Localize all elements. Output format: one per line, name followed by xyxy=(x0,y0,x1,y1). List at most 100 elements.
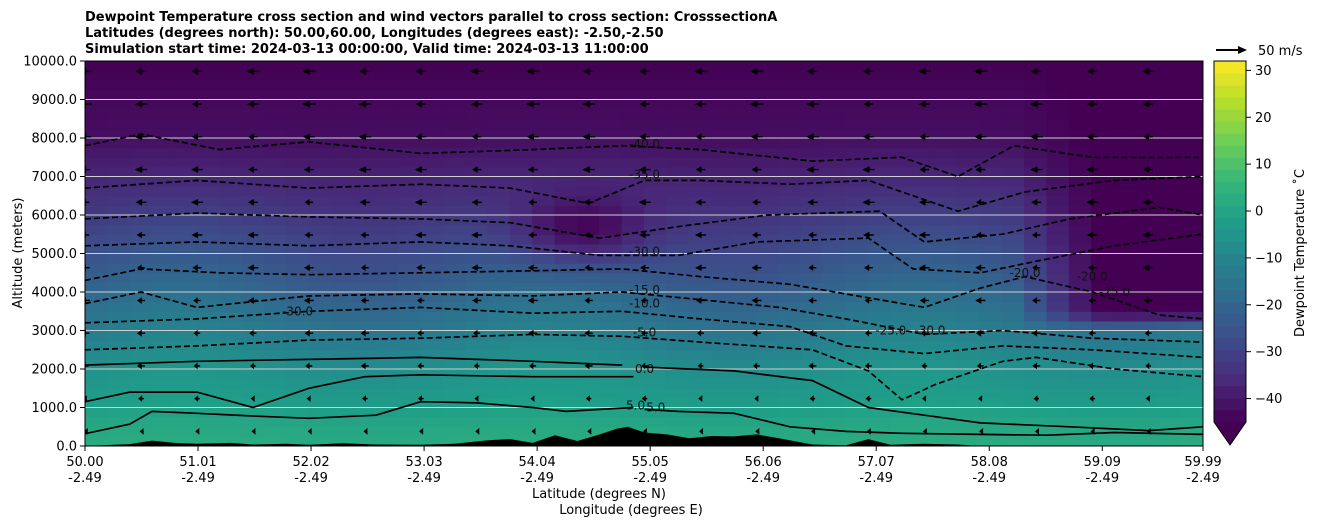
dewpoint-cell xyxy=(823,263,846,273)
dewpoint-cell xyxy=(935,128,958,138)
dewpoint-cell xyxy=(1091,254,1114,264)
dewpoint-cell xyxy=(331,234,354,244)
dewpoint-cell xyxy=(174,119,197,129)
dewpoint-cell xyxy=(219,321,242,331)
dewpoint-cell xyxy=(443,302,466,312)
dewpoint-cell xyxy=(465,80,488,90)
dewpoint-cell xyxy=(1002,331,1025,341)
dewpoint-cell xyxy=(599,273,622,283)
dewpoint-cell xyxy=(935,157,958,167)
dewpoint-cell xyxy=(1181,417,1204,427)
dewpoint-cell xyxy=(331,148,354,158)
dewpoint-cell xyxy=(1091,408,1114,418)
dewpoint-cell xyxy=(1158,408,1181,418)
contour-label: 5.0 xyxy=(646,401,665,415)
dewpoint-cell xyxy=(465,408,488,418)
dewpoint-cell xyxy=(1069,157,1092,167)
dewpoint-cell xyxy=(801,157,824,167)
dewpoint-cell xyxy=(219,254,242,264)
dewpoint-cell xyxy=(1024,109,1047,119)
colorbar-band xyxy=(1214,290,1246,303)
dewpoint-cell xyxy=(622,273,645,283)
dewpoint-cell xyxy=(465,148,488,158)
y-axis-label: Altitude (meters) xyxy=(11,198,26,309)
dewpoint-cell xyxy=(979,388,1002,398)
colorbar-band xyxy=(1214,97,1246,110)
dewpoint-cell xyxy=(666,398,689,408)
dewpoint-cell xyxy=(376,90,399,100)
colorbar-band xyxy=(1214,302,1246,315)
dewpoint-cell xyxy=(443,186,466,196)
dewpoint-cell xyxy=(957,321,980,331)
dewpoint-cell xyxy=(801,215,824,225)
dewpoint-cell xyxy=(1181,436,1204,446)
dewpoint-cell xyxy=(756,196,779,206)
dewpoint-cell xyxy=(264,282,287,292)
dewpoint-cell xyxy=(420,359,443,369)
dewpoint-cell xyxy=(912,244,935,254)
dewpoint-cell xyxy=(868,119,891,129)
dewpoint-cell xyxy=(353,205,376,215)
dewpoint-cell xyxy=(1136,138,1159,148)
dewpoint-cell xyxy=(1002,186,1025,196)
dewpoint-cell xyxy=(957,282,980,292)
dewpoint-cell xyxy=(1158,138,1181,148)
dewpoint-cell xyxy=(845,90,868,100)
dewpoint-cell xyxy=(242,186,265,196)
contour-label: -25.0 xyxy=(1099,285,1130,299)
dewpoint-cell xyxy=(868,273,891,283)
dewpoint-cell xyxy=(353,90,376,100)
dewpoint-cell xyxy=(510,379,533,389)
dewpoint-cell xyxy=(890,359,913,369)
dewpoint-cell xyxy=(1158,61,1181,71)
dewpoint-cell xyxy=(555,61,578,71)
dewpoint-cell xyxy=(577,119,600,129)
dewpoint-cell xyxy=(174,157,197,167)
dewpoint-cell xyxy=(420,311,443,321)
dewpoint-cell xyxy=(1091,177,1114,187)
dewpoint-cell xyxy=(733,196,756,206)
dewpoint-cell xyxy=(130,157,153,167)
dewpoint-cell xyxy=(979,244,1002,254)
dewpoint-cell xyxy=(666,234,689,244)
dewpoint-cell xyxy=(1024,379,1047,389)
contour-label: -15.0 xyxy=(629,283,660,297)
dewpoint-cell xyxy=(420,273,443,283)
dewpoint-cell xyxy=(1046,311,1069,321)
dewpoint-cell xyxy=(644,157,667,167)
dewpoint-cell xyxy=(644,186,667,196)
dewpoint-cell xyxy=(107,282,130,292)
dewpoint-cell xyxy=(152,340,175,350)
dewpoint-cell xyxy=(935,205,958,215)
dewpoint-cell xyxy=(420,61,443,71)
dewpoint-cell xyxy=(1069,436,1092,446)
dewpoint-cell xyxy=(555,138,578,148)
dewpoint-cell xyxy=(264,138,287,148)
dewpoint-cell xyxy=(868,254,891,264)
dewpoint-cell xyxy=(443,408,466,418)
dewpoint-cell xyxy=(756,225,779,235)
dewpoint-cell xyxy=(152,273,175,283)
dewpoint-cell xyxy=(935,388,958,398)
dewpoint-cell xyxy=(1114,109,1137,119)
dewpoint-cell xyxy=(599,119,622,129)
dewpoint-cell xyxy=(577,186,600,196)
dewpoint-cell xyxy=(309,205,332,215)
dewpoint-cell xyxy=(890,80,913,90)
dewpoint-cell xyxy=(801,244,824,254)
dewpoint-cell xyxy=(264,205,287,215)
dewpoint-cell xyxy=(510,408,533,418)
dewpoint-cell xyxy=(376,282,399,292)
dewpoint-cell xyxy=(979,350,1002,360)
dewpoint-cell xyxy=(1181,282,1204,292)
dewpoint-cell xyxy=(1136,340,1159,350)
dewpoint-cell xyxy=(1002,128,1025,138)
dewpoint-cell xyxy=(353,379,376,389)
dewpoint-cell xyxy=(465,379,488,389)
dewpoint-cell xyxy=(1002,167,1025,177)
dewpoint-cell xyxy=(264,417,287,427)
dewpoint-cell xyxy=(1136,109,1159,119)
dewpoint-cell xyxy=(711,157,734,167)
dewpoint-cell xyxy=(845,369,868,379)
dewpoint-cell xyxy=(286,398,309,408)
